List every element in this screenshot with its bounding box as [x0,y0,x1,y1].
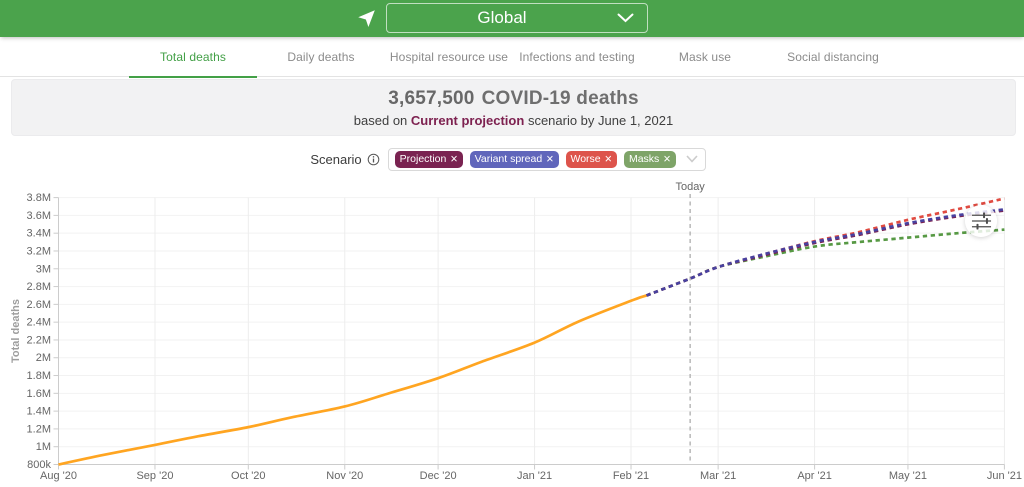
info-icon[interactable] [367,153,380,166]
y-tick-label: 2.8M [27,281,51,293]
tab-daily-deaths[interactable]: Daily deaths [257,37,385,77]
y-tick-label: 3.6M [27,210,51,222]
location-arrow-icon [358,10,375,28]
scenario-tag-variant-spread[interactable]: Variant spread × [469,150,559,168]
y-tick-label: 2.6M [27,299,51,311]
tune-icon [971,212,991,230]
axes: 800k 1M 1.2M 1.4M 1.6M 1.8M 2M 2.2M 2.4M 2.6M 2.8M… [10,192,1022,482]
scenario-tag-masks[interactable]: Masks × [623,150,676,168]
series-current-projection [646,209,1005,297]
y-tick-label: 3M [36,263,51,275]
summary-card: 3,657,500 COVID-19 deaths based on Curren… [11,79,1016,136]
tab-label: Total deaths [160,50,226,64]
series-observed [58,294,648,466]
headline: 3,657,500 COVID-19 deaths [12,88,1015,110]
headline-text: COVID-19 deaths [481,88,639,109]
deaths-count: 3,657,500 [388,88,475,109]
tab-social-distancing[interactable]: Social distancing [769,37,897,77]
y-tick-label: 800k [27,459,51,471]
y-tick-label: 1.8M [27,370,51,382]
series-variant-spread [646,208,1005,297]
scenario-name: Current projection [410,113,525,128]
tab-label: Hospital resource use [389,50,509,64]
appbar: Global [0,0,1024,37]
headline-subtitle: based on Current projection scenario by … [12,113,1015,128]
chart-settings-button[interactable] [965,205,997,237]
y-tick-label: 3.4M [27,228,51,240]
series-lines [58,197,1005,466]
subtitle-prefix: based on [353,113,408,128]
y-tick-label: 1M [36,441,51,453]
tabs-bar: Total deaths Daily deaths Hospital resou… [0,37,1024,78]
y-tick-label: 1.4M [27,406,51,418]
y-tick-label: 2.4M [27,317,51,329]
x-tick-label: Sep '20 [136,470,173,482]
x-tick-label: Apr '21 [797,470,832,482]
tab-total-deaths[interactable]: Total deaths [129,37,257,78]
series-masks [646,228,1005,297]
x-tick-label: May '21 [889,470,927,482]
tab-infections-and-testing[interactable]: Infections and testing [513,37,641,77]
y-tick-label: 1.6M [27,388,51,400]
scenario-tag-worse[interactable]: Worse × [565,150,617,168]
tab-hospital-resource-use[interactable]: Hospital resource use [385,37,513,77]
scenario-label: Scenario [310,151,362,167]
y-axis-title: Total deaths [10,299,22,363]
location-dropdown-label: Global [477,8,527,27]
x-tick-label: Jun '21 [987,470,1022,482]
scenario-row: Scenario Projection × Variant spread × W… [0,144,1020,174]
remove-icon[interactable]: × [604,152,612,166]
x-tick-label: Dec '20 [420,470,457,482]
tab-label: Social distancing [787,50,879,64]
scenario-select[interactable]: Projection × Variant spread × Worse × Ma… [387,147,706,171]
today-label: Today [675,181,705,193]
chevron-down-icon [686,150,698,168]
remove-icon[interactable]: × [450,152,458,166]
y-tick-label: 2.2M [27,334,51,346]
chevron-down-icon [617,13,647,23]
x-tick-label: Feb '21 [613,470,649,482]
y-tick-label: 3.2M [27,245,51,257]
subtitle-suffix: scenario by June 1, 2021 [527,113,674,128]
y-tick-label: 2M [36,352,51,364]
gridlines [58,197,1005,465]
tag-label: Worse [570,153,601,165]
tab-label: Infections and testing [519,50,635,64]
series-worse [646,197,1005,297]
tag-label: Projection [399,153,447,165]
location-dropdown[interactable]: Global [386,3,648,33]
remove-icon[interactable]: × [546,152,554,166]
y-tick-label: 1.2M [27,423,51,435]
y-tick-label: 3.8M [27,192,51,204]
x-tick-label: Jan '21 [517,470,552,482]
tab-label: Mask use [678,50,732,64]
x-tick-label: Oct '20 [231,470,266,482]
today-marker: Today [675,181,705,465]
x-tick-label: Mar '21 [700,470,736,482]
x-tick-label: Nov '20 [326,470,363,482]
remove-icon[interactable]: × [663,152,671,166]
tab-label: Daily deaths [287,50,355,64]
tab-mask-use[interactable]: Mask use [641,37,769,77]
tag-label: Masks [628,153,660,165]
scenario-tag-projection[interactable]: Projection × [394,150,463,168]
x-tick-label: Aug '20 [40,470,77,482]
tag-label: Variant spread [474,153,543,165]
